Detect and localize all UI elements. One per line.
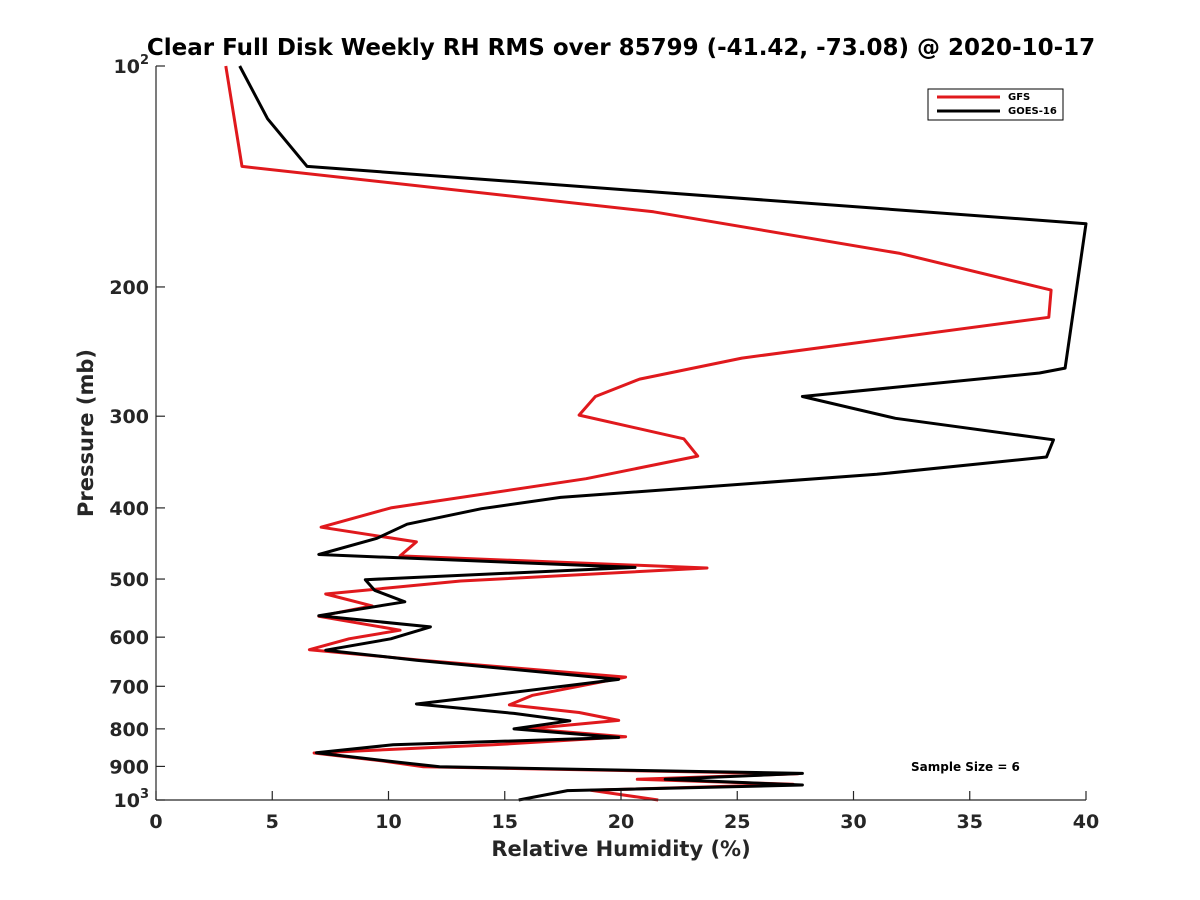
y-axis-label: Pressure (mb) [74,349,98,517]
x-tick-label: 25 [724,811,750,833]
y-tick-label: 500 [109,569,149,591]
y-tick-label: 200 [109,277,149,299]
x-tick-label: 10 [375,811,401,833]
x-tick-label: 20 [608,811,634,833]
x-axis-label: Relative Humidity (%) [491,837,750,861]
y-tick-label: 600 [109,627,149,649]
y-tick-label: 103 [114,787,150,812]
x-axis-ticks: 0 5 10 15 20 25 30 35 40 [149,791,1099,833]
x-tick-label: 15 [492,811,518,833]
x-tick-label: 40 [1073,811,1099,833]
y-tick-label: 400 [109,498,149,520]
chart-title: Clear Full Disk Weekly RH RMS over 85799… [147,35,1095,61]
legend-goes16-label: GOES-16 [1008,106,1057,117]
y-tick-label: 800 [109,719,149,741]
legend-gfs-label: GFS [1008,92,1030,103]
y-tick-label: 900 [109,756,149,778]
legend: GFS GOES-16 [927,88,1064,121]
x-tick-label: 35 [957,811,983,833]
sample-size-annotation: Sample Size = 6 [911,760,1020,774]
x-tick-label: 5 [266,811,279,833]
y-tick-label: 300 [109,406,149,428]
y-tick-label: 700 [109,676,149,698]
legend-box [927,88,1064,121]
y-tick-label: 102 [114,53,150,78]
y-axis-ticks: 102 200 300 400 500 600 700 800 900 103 [109,53,165,812]
series-line-goes16 [238,65,1088,802]
x-tick-label: 0 [149,811,162,833]
series-layer [224,65,1088,802]
x-tick-label: 30 [840,811,866,833]
